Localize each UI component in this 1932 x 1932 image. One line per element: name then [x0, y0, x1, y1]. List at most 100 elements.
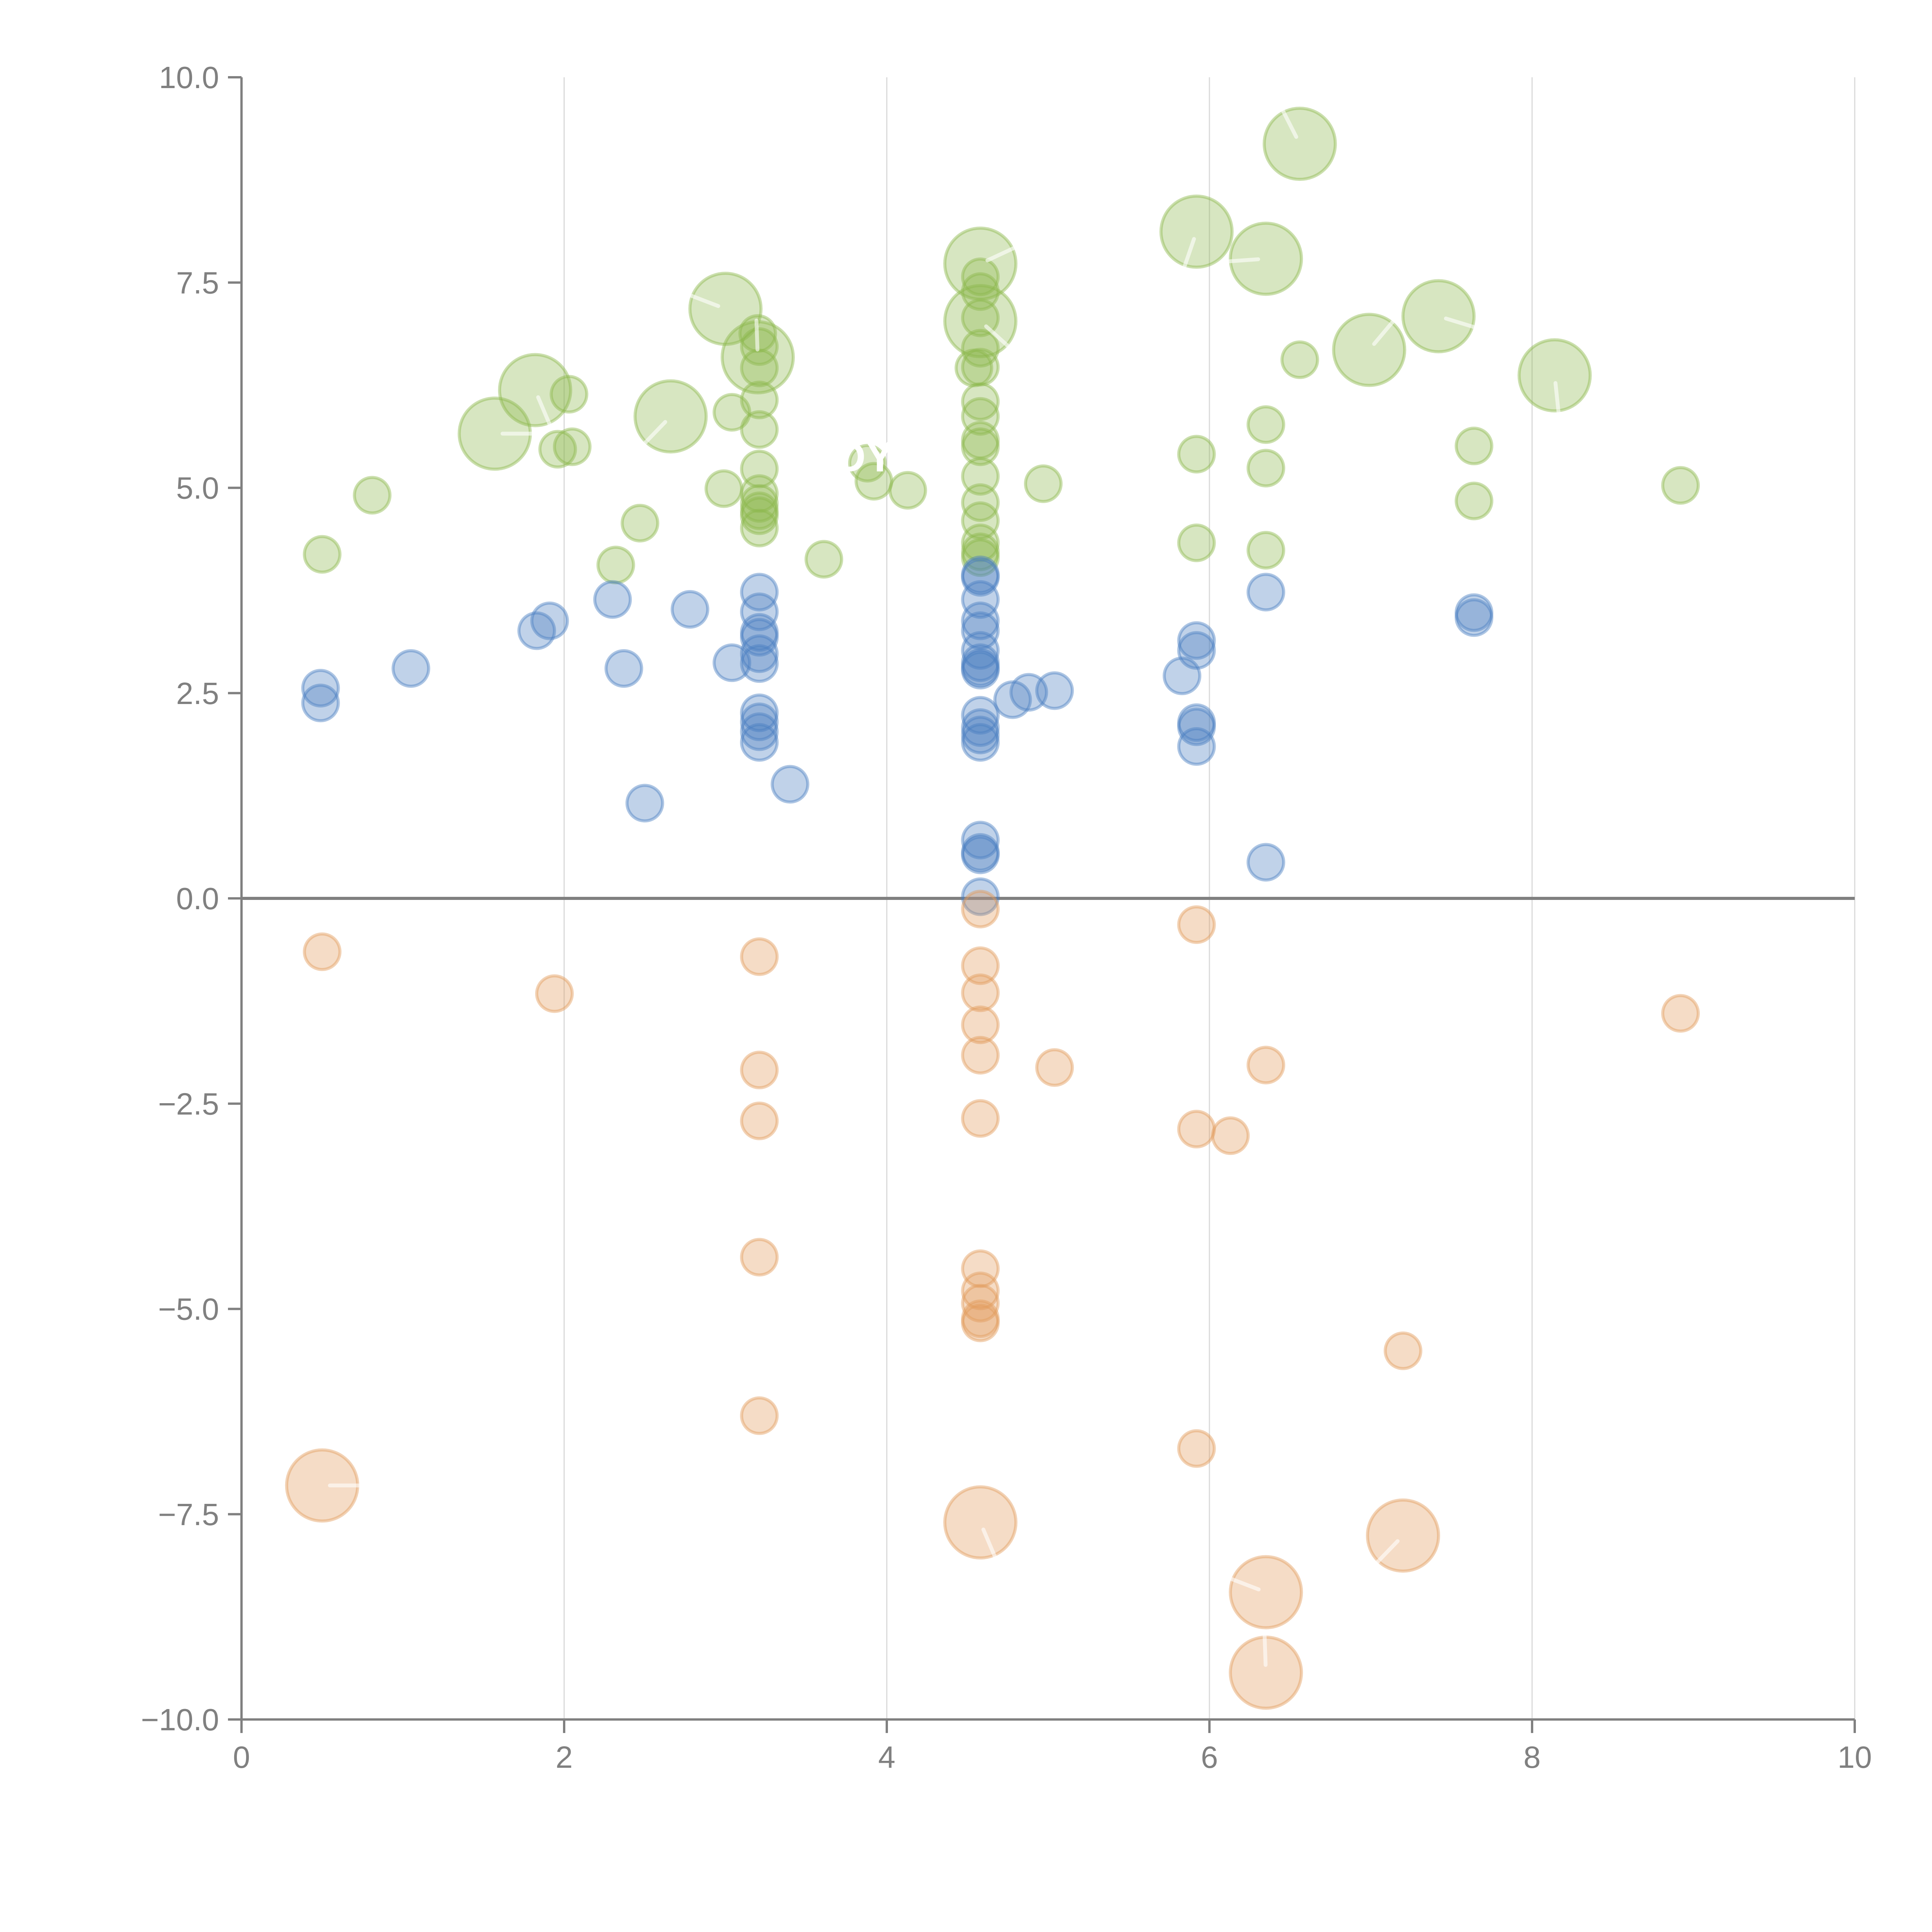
annotation-label: DYP	[835, 433, 922, 481]
data-point-mid	[1009, 673, 1048, 712]
data-point-down	[740, 1101, 779, 1140]
data-point-up	[740, 410, 779, 449]
data-point-up	[740, 381, 779, 420]
annotation-leader-line	[1444, 316, 1476, 329]
data-point-mid	[530, 601, 569, 640]
data-point-mid	[391, 649, 430, 688]
data-point-up	[1454, 481, 1493, 520]
data-point-mid	[670, 590, 709, 629]
data-point-down	[1661, 994, 1700, 1033]
y-tick-label: −7.5	[158, 1497, 219, 1532]
data-point-up	[954, 349, 993, 388]
axes	[240, 77, 1855, 1721]
data-point-up	[848, 444, 887, 483]
data-point-up	[1280, 340, 1319, 379]
data-point-down	[961, 946, 1000, 985]
data-point-down	[1035, 1048, 1074, 1087]
data-point-up	[1247, 405, 1286, 444]
annotation-leader-line	[1227, 257, 1260, 264]
annotation-leader-line	[689, 294, 720, 308]
data-point-up	[961, 329, 1000, 368]
data-point-up	[1229, 221, 1303, 296]
data-point-mid	[740, 644, 779, 683]
data-point-up	[740, 496, 779, 535]
data-point-up	[1247, 449, 1286, 488]
data-point-up	[961, 257, 1000, 296]
data-point-up	[961, 382, 1000, 421]
data-point-down	[961, 1036, 1000, 1075]
annotation-leader-line	[984, 324, 1010, 348]
data-point-up	[1454, 427, 1493, 466]
data-point-down	[943, 1485, 1018, 1560]
data-point-up	[1159, 194, 1234, 269]
data-point-down	[303, 932, 342, 971]
annotation-leader-line	[754, 318, 760, 352]
data-point-up	[804, 540, 844, 579]
data-point-up	[353, 476, 392, 515]
data-point-down	[961, 973, 1000, 1012]
annotation-leader-line	[981, 1527, 997, 1558]
data-point-mid	[961, 555, 1000, 594]
data-point-mid	[961, 631, 1000, 670]
data-point-down	[961, 889, 1000, 929]
annotation-leader-line	[1281, 109, 1298, 139]
y-tick-label: −2.5	[158, 1087, 219, 1121]
data-point-mid	[1247, 573, 1286, 612]
annotations: DYP	[835, 433, 922, 481]
data-point-mid	[961, 835, 1000, 874]
data-point-mid	[961, 601, 1000, 640]
data-point-down	[740, 1051, 779, 1090]
data-point-up	[303, 535, 342, 574]
data-point-mid	[961, 821, 1000, 860]
data-point-mid	[1177, 621, 1216, 660]
data-point-mid	[740, 723, 779, 762]
data-point-down	[961, 1099, 1000, 1138]
data-point-up	[740, 327, 779, 366]
data-point-up	[740, 484, 779, 523]
data-point-mid	[740, 693, 779, 732]
y-tick-label: 2.5	[176, 676, 219, 711]
data-point-up	[961, 483, 1000, 522]
data-point-up	[740, 349, 779, 388]
data-point-mid	[961, 648, 1000, 687]
data-point-up	[888, 471, 927, 510]
data-point-mid	[1177, 707, 1216, 746]
y-tick-label: 7.5	[176, 265, 219, 300]
data-point-up	[1517, 338, 1592, 413]
annotation-leader-line	[1372, 320, 1395, 346]
data-point-mid	[740, 712, 779, 751]
data-point-up	[1247, 531, 1286, 570]
points	[285, 107, 1700, 1710]
data-point-up	[943, 226, 1018, 301]
annotation-leader-line	[536, 395, 551, 426]
y-tick-label: −5.0	[158, 1292, 219, 1327]
annotation-leader-line	[1376, 1539, 1400, 1564]
data-point-up	[1177, 523, 1216, 562]
data-point-down	[961, 1303, 1000, 1342]
data-point-mid	[604, 649, 643, 688]
data-point-up	[961, 523, 1000, 562]
data-point-mid	[1177, 631, 1216, 670]
data-point-down	[1211, 1116, 1250, 1155]
data-point-mid	[713, 643, 752, 682]
data-point-down	[1177, 1110, 1216, 1149]
data-point-up	[961, 532, 1000, 571]
data-point-mid	[740, 573, 779, 612]
data-point-down	[961, 1299, 1000, 1338]
x-tick-label: 2	[556, 1740, 573, 1774]
data-point-mid	[740, 613, 779, 652]
data-point-mid	[593, 580, 632, 619]
data-point-down	[740, 1396, 779, 1435]
annotation-leaders	[328, 109, 1561, 1667]
data-point-up	[621, 503, 660, 543]
data-point-down	[961, 1284, 1000, 1323]
data-point-mid	[961, 877, 1000, 916]
data-point-mid	[993, 680, 1032, 719]
x-tick-label: 0	[233, 1740, 250, 1774]
data-point-up	[740, 492, 779, 530]
data-point-up	[740, 509, 779, 548]
y-tick-label: −10.0	[141, 1702, 219, 1737]
x-tick-label: 8	[1524, 1740, 1541, 1774]
data-point-mid	[1035, 671, 1074, 710]
